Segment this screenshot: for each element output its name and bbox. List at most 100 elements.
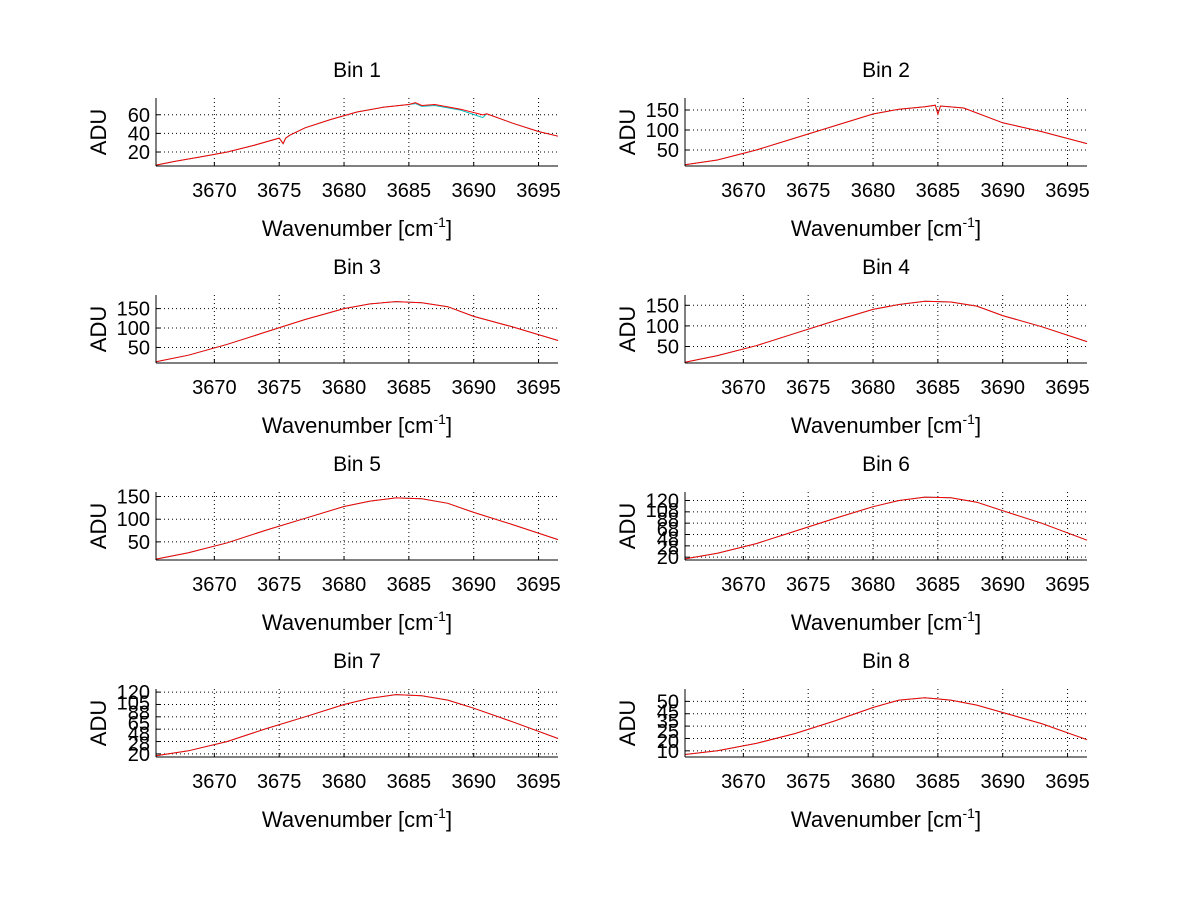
subplot-title: Bin 4 <box>862 256 910 279</box>
series-line-2 <box>684 300 1088 363</box>
x-axis-label: Wavenumber [cm-1] <box>791 608 981 635</box>
x-axis-label: Wavenumber [cm-1] <box>791 214 981 241</box>
x-tick-label: 3680 <box>322 377 367 399</box>
y-axis-label: ADU <box>615 306 640 352</box>
x-tick-label: 3675 <box>786 180 831 202</box>
x-tick-label: 3680 <box>322 574 367 596</box>
x-tick-label: 3675 <box>257 180 302 202</box>
y-tick-label: 50 <box>657 337 679 359</box>
x-tick-label: 3685 <box>387 574 432 596</box>
x-tick-label: 3695 <box>516 771 561 793</box>
x-tick-label: 3685 <box>916 377 961 399</box>
x-tick-label: 3695 <box>516 180 561 202</box>
subplot-bin-7: 3670 3675 3680 3685 3690 3695 2028486588105120… <box>86 650 561 832</box>
y-tick-label: 50 <box>128 532 150 554</box>
y-tick-label: 28 <box>657 538 679 560</box>
y-tick-label: 60 <box>128 105 150 127</box>
y-tick-label: 48 <box>128 723 150 745</box>
x-axis-label-superscript: -1 <box>434 214 447 230</box>
plot-area <box>156 689 558 757</box>
y-tick-label: 50 <box>128 337 150 359</box>
x-axis-label-superscript: -1 <box>963 411 976 427</box>
plot-area <box>685 492 1087 560</box>
x-axis-label-superscript: -1 <box>963 214 976 230</box>
y-axis-label: ADU <box>86 109 111 155</box>
plot-area <box>685 689 1087 757</box>
x-tick-label: 3690 <box>451 574 496 596</box>
subplot-title: Bin 1 <box>333 59 381 82</box>
x-axis-label-superscript: -1 <box>434 608 447 624</box>
y-axis-label: ADU <box>615 109 640 155</box>
x-tick-label: 3690 <box>980 771 1025 793</box>
series-line-2 <box>155 301 559 363</box>
x-tick-label: 3675 <box>786 771 831 793</box>
subplot-bin-6: 3670 3675 3680 3685 3690 3695 2028486888108120… <box>615 453 1090 635</box>
plot-area <box>685 98 1087 166</box>
y-axis-label: ADU <box>86 700 111 746</box>
series-line-2 <box>155 102 559 166</box>
x-tick-label: 3685 <box>387 377 432 399</box>
x-tick-label: 3670 <box>192 574 237 596</box>
series-line-2 <box>684 697 1088 755</box>
y-tick-label: 65 <box>128 713 150 735</box>
x-tick-label: 3685 <box>916 180 961 202</box>
y-tick-label: 150 <box>117 299 150 321</box>
y-tick-label: 20 <box>657 547 679 569</box>
x-axis-label: Wavenumber [cm-1] <box>262 608 452 635</box>
x-tick-label: 3675 <box>257 771 302 793</box>
series-line-2 <box>684 104 1088 166</box>
plot-area <box>685 295 1087 363</box>
x-tick-label: 3675 <box>786 574 831 596</box>
x-tick-label: 3675 <box>786 377 831 399</box>
y-axis-label: ADU <box>615 503 640 549</box>
series-line-2 <box>155 694 559 757</box>
x-tick-label: 3690 <box>451 180 496 202</box>
y-tick-label: 20 <box>128 744 150 766</box>
y-tick-label: 48 <box>657 528 679 550</box>
y-tick-label: 150 <box>646 295 679 317</box>
y-tick-label: 100 <box>646 120 679 142</box>
x-tick-label: 3690 <box>980 377 1025 399</box>
x-tick-label: 3680 <box>851 771 896 793</box>
subplot-title: Bin 2 <box>862 59 910 82</box>
x-tick-label: 3680 <box>851 377 896 399</box>
y-tick-label: 100 <box>117 318 150 340</box>
x-tick-label: 3685 <box>916 771 961 793</box>
x-tick-label: 3690 <box>980 574 1025 596</box>
x-axis-label-superscript: -1 <box>963 608 976 624</box>
x-tick-label: 3670 <box>721 771 766 793</box>
x-tick-label: 3685 <box>387 180 432 202</box>
x-tick-label: 3680 <box>851 574 896 596</box>
x-tick-label: 3695 <box>516 377 561 399</box>
series-line-2 <box>684 496 1088 560</box>
y-tick-label: 25 <box>657 721 679 743</box>
x-tick-label: 3695 <box>1045 180 1090 202</box>
x-axis-label-superscript: -1 <box>963 805 976 821</box>
plot-area <box>156 492 558 560</box>
x-tick-label: 3670 <box>192 377 237 399</box>
y-tick-label: 35 <box>657 711 679 733</box>
plot-area <box>156 295 558 363</box>
plot-area <box>156 98 558 166</box>
subplot-title: Bin 7 <box>333 650 381 673</box>
series-line-2 <box>155 497 559 560</box>
x-tick-label: 3670 <box>721 574 766 596</box>
y-tick-label: 88 <box>128 703 150 725</box>
x-tick-label: 3675 <box>257 574 302 596</box>
x-tick-label: 3670 <box>192 771 237 793</box>
x-tick-label: 3670 <box>721 377 766 399</box>
x-axis-label: Wavenumber [cm-1] <box>791 805 981 832</box>
y-tick-label: 150 <box>117 487 150 509</box>
subplot-title: Bin 8 <box>862 650 910 673</box>
x-tick-label: 3695 <box>1045 574 1090 596</box>
subplot-title: Bin 3 <box>333 256 381 279</box>
x-tick-label: 3685 <box>916 574 961 596</box>
y-tick-label: 105 <box>117 692 150 714</box>
y-tick-label: 120 <box>646 491 679 513</box>
